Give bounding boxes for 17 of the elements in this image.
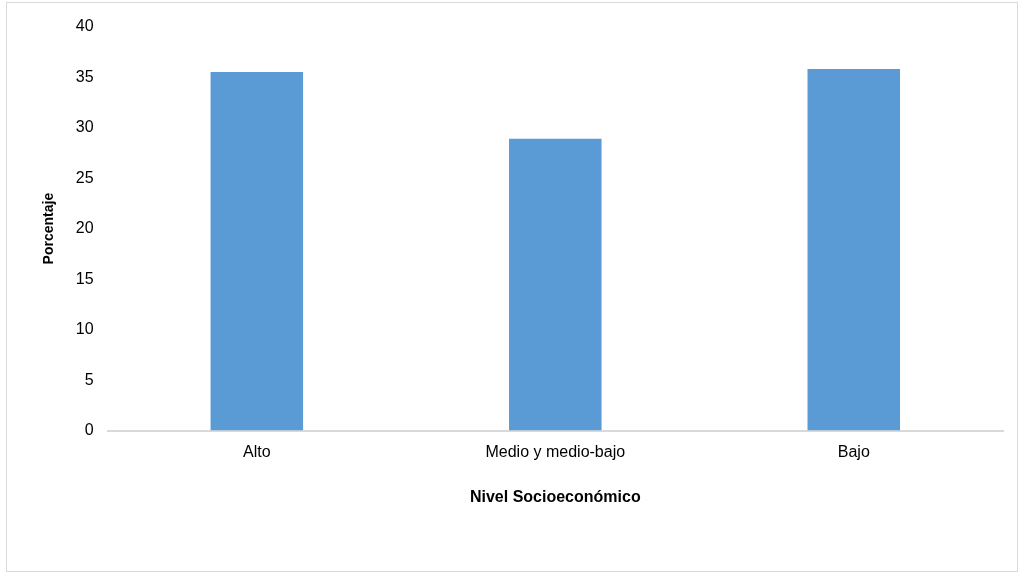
y-tick-label: 20 <box>75 219 94 237</box>
bar <box>210 72 304 431</box>
y-tick-label: 0 <box>84 421 94 439</box>
y-tick-label: 25 <box>75 168 94 186</box>
y-tick-label: 5 <box>84 370 94 388</box>
x-tick-label: Medio y medio-bajo <box>485 442 626 460</box>
bar <box>807 69 901 431</box>
y-axis-title: Porcentaje <box>40 192 57 265</box>
y-tick-label: 10 <box>75 320 94 338</box>
bar <box>509 138 602 431</box>
y-tick-label: 15 <box>75 269 94 287</box>
y-tick-label: 30 <box>75 118 94 136</box>
y-tick-label: 35 <box>75 67 94 85</box>
x-axis-title: Nivel Socioeconómico <box>469 487 641 505</box>
x-tick-label: Alto <box>243 442 271 460</box>
y-tick-label: 40 <box>75 17 94 35</box>
x-tick-label: Bajo <box>837 442 870 460</box>
